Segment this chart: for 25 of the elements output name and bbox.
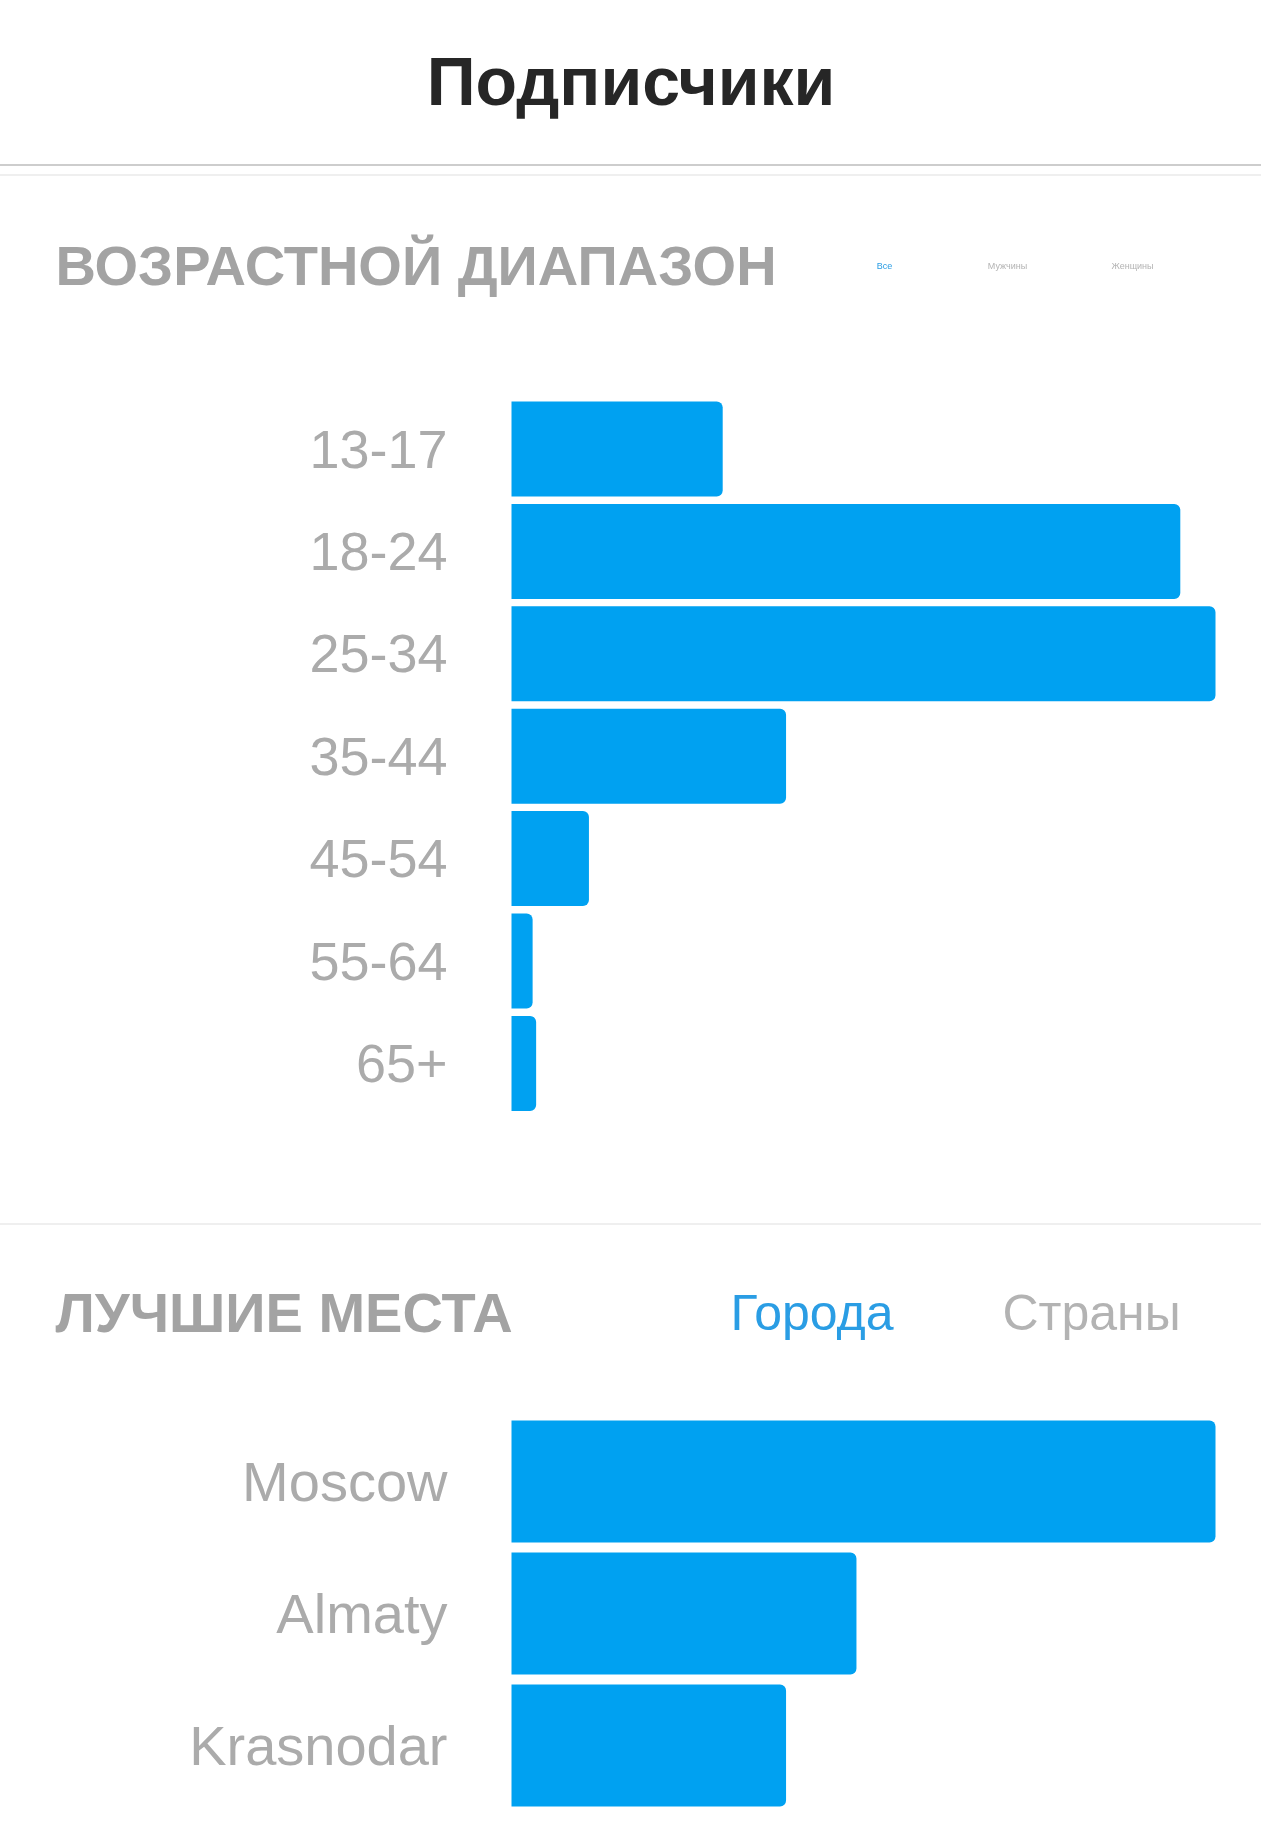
bar [511, 503, 1181, 599]
y-tick-label: 13-17 [309, 418, 448, 479]
y-tick-label: Krasnodar [189, 1714, 448, 1777]
text: Мужчины [987, 260, 1028, 271]
y-tick-label: 45-54 [309, 828, 448, 889]
y-tick-label: Moscow [242, 1450, 449, 1513]
y-tick-label: 25-34 [309, 623, 448, 684]
text: Города [730, 1284, 894, 1341]
text: Женщины [1111, 260, 1154, 271]
text: Страны [1002, 1284, 1181, 1341]
chart-title: Подписчики [426, 42, 836, 119]
chart-subtitle: ВОЗРАСТНОЙ ДИАПАЗОН [55, 234, 777, 297]
bar [511, 1015, 537, 1111]
text: Все [876, 260, 893, 271]
bar [511, 913, 533, 1009]
bar [511, 401, 723, 497]
y-tick-label: 18-24 [309, 520, 448, 581]
y-tick-label: 55-64 [309, 930, 448, 991]
y-tick-label: Almaty [276, 1582, 448, 1645]
bar [511, 606, 1216, 702]
bar [511, 708, 787, 804]
chart-title: ЛУЧШИЕ МЕСТА [55, 1281, 513, 1344]
bar [511, 811, 589, 907]
y-tick-label: 65+ [355, 1032, 448, 1093]
y-tick-label: 35-44 [309, 725, 448, 786]
